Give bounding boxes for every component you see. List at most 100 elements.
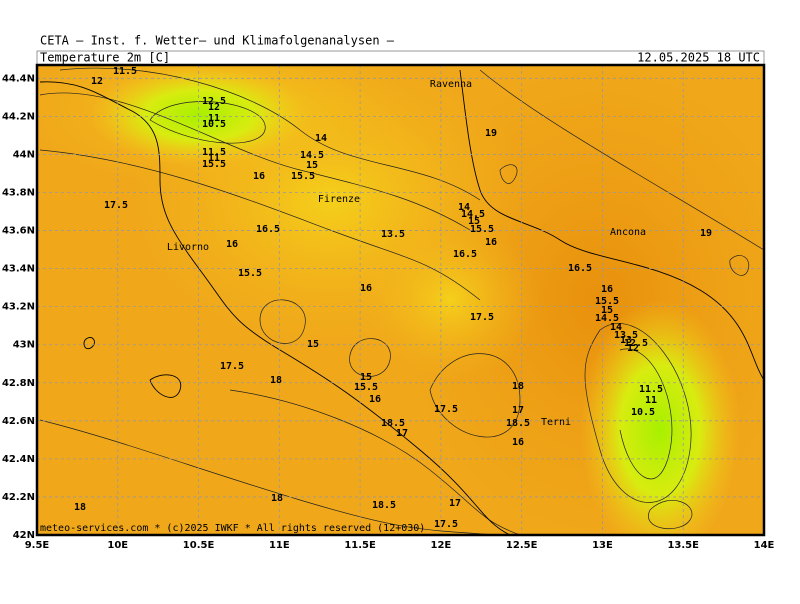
- mild-area: [360, 220, 540, 380]
- contour-label: 11.5: [639, 384, 663, 395]
- city-label: Firenze: [318, 194, 360, 205]
- contour-label: 16: [226, 239, 238, 250]
- contour-label: 15: [601, 305, 613, 316]
- y-tick-label: 43.2N: [2, 302, 35, 313]
- x-tick-label: 12.5E: [506, 540, 538, 551]
- contour-label: 17: [512, 405, 524, 416]
- contour-label: 17.5: [104, 200, 128, 211]
- variable-label: Temperature_2m [C]: [40, 51, 170, 65]
- contour-label: 17: [449, 498, 461, 509]
- y-tick-label: 44.2N: [2, 111, 35, 122]
- contour-label: 13.5: [381, 229, 405, 240]
- contour-label: 12.5: [202, 96, 226, 107]
- contour-label: 15.5: [291, 171, 315, 182]
- x-tick-label: 11E: [269, 540, 290, 551]
- x-tick-label: 12E: [431, 540, 452, 551]
- contour-label: 11: [208, 113, 220, 124]
- cool-area: [90, 65, 310, 165]
- y-tick-label: 43.6N: [2, 226, 35, 237]
- x-tick-label: 10E: [107, 540, 128, 551]
- footer: meteo-services.com * (c)2025 IWKF * All …: [40, 523, 425, 534]
- city-label: Ravenna: [430, 79, 472, 90]
- contour-label: 16: [601, 284, 613, 295]
- y-tick-label: 44N: [13, 149, 35, 160]
- contour-label: 14.5: [300, 150, 324, 161]
- y-tick-label: 43.4N: [2, 264, 35, 275]
- y-tick-label: 44.4N: [2, 73, 35, 84]
- city-label: Ancona: [610, 227, 646, 238]
- y-tick-label: 42.4N: [2, 454, 35, 465]
- contour-label: 12: [208, 102, 220, 113]
- contour-label: 16.5: [453, 249, 477, 260]
- contour-label: 17: [396, 428, 408, 439]
- contour-label: 17.5: [220, 361, 244, 372]
- contour-label: 16: [485, 237, 497, 248]
- y-tick-label: 43N: [13, 340, 35, 351]
- contour-label: 18: [271, 493, 283, 504]
- contour-label: 18.5: [506, 418, 530, 429]
- contour-label: 11: [645, 395, 657, 406]
- y-tick-label: 42.6N: [2, 416, 35, 427]
- contour-label: 19: [485, 128, 497, 139]
- contour-label: 18: [512, 381, 524, 392]
- contour-label: 15: [468, 216, 480, 227]
- contour-label: 15: [360, 372, 372, 383]
- contour-label: 14: [315, 133, 327, 144]
- contour-label: 18.5: [372, 500, 396, 511]
- contour-label: 15.5: [238, 268, 262, 279]
- x-tick-label: 9.5E: [25, 540, 50, 551]
- contour-label: 16: [369, 394, 381, 405]
- contour-label: 10.5: [202, 119, 226, 130]
- contour-label: 16: [253, 171, 265, 182]
- x-tick-label: 10.5E: [183, 540, 215, 551]
- contour-label: 16: [512, 437, 524, 448]
- contour-label: 15.5: [354, 382, 378, 393]
- header-line: CETA — Inst. f. Wetter— und Klimafolgena…: [40, 34, 395, 48]
- contour-label: 16.5: [568, 263, 592, 274]
- contour-label: 10.5: [631, 407, 655, 418]
- contour-label: 14.5: [595, 313, 619, 324]
- contour-label: 18.5: [381, 418, 405, 429]
- contour-label: 14.5: [461, 209, 485, 220]
- contour-label: 13.5: [614, 330, 638, 341]
- cool-area: [580, 300, 740, 535]
- coastline: [39, 69, 764, 535]
- contour-label: 12.5: [624, 338, 648, 349]
- x-tick-label: 11.5E: [344, 540, 376, 551]
- y-tick-label: 42.2N: [2, 492, 35, 503]
- contour-label: 14: [610, 322, 622, 333]
- city-label: Terni: [541, 417, 571, 428]
- contour-label: 11.5: [202, 147, 226, 158]
- y-tick-label: 42.8N: [2, 378, 35, 389]
- y-tick-label: 43.8N: [2, 187, 35, 198]
- contour-label: 11: [208, 153, 220, 164]
- contour-label: 18: [270, 375, 282, 386]
- contour-label: 13: [620, 335, 632, 346]
- contour-label: 11.5: [113, 66, 137, 77]
- contour-label: 17.5: [470, 312, 494, 323]
- map-field: [37, 65, 764, 535]
- contour-label: 15: [307, 339, 319, 350]
- contour-label: 15.5: [202, 159, 226, 170]
- valid-time: 12.05.2025 18 UTC: [637, 51, 760, 65]
- contour-label: 12: [627, 343, 639, 354]
- contour-label: 14: [458, 202, 470, 213]
- x-tick-label: 13.5E: [667, 540, 699, 551]
- contour-label: 15.5: [595, 296, 619, 307]
- contour-label: 17.5: [434, 519, 458, 530]
- contour-label: 16.5: [256, 224, 280, 235]
- x-tick-label: 13E: [592, 540, 613, 551]
- contour-label: 16: [360, 283, 372, 294]
- y-tick-label: 42N: [13, 530, 35, 541]
- plot-frame: [35, 63, 766, 537]
- contour-label: 19: [700, 228, 712, 239]
- contour-label: 15: [306, 160, 318, 171]
- contour-label: 15.5: [470, 224, 494, 235]
- x-tick-label: 14E: [754, 540, 775, 551]
- city-label: Livorno: [167, 242, 209, 253]
- contour-label: 12: [91, 76, 103, 87]
- contour-label: 18: [74, 502, 86, 513]
- contour-label: 17.5: [434, 404, 458, 415]
